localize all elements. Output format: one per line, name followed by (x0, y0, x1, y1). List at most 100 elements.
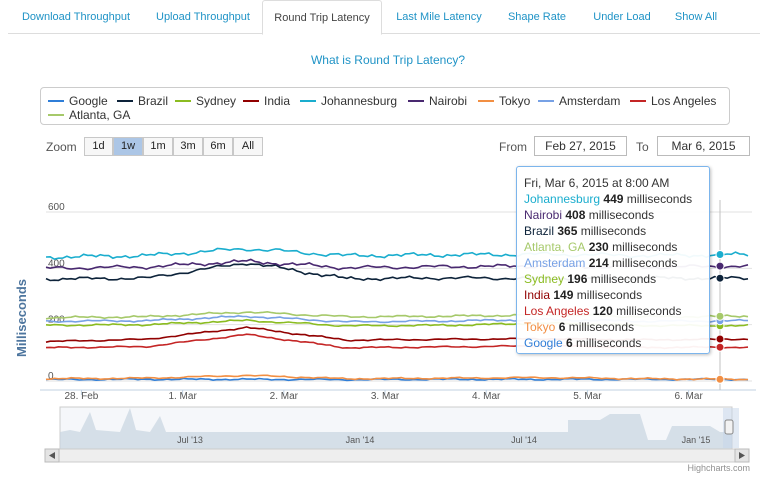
x-tick-label: 1. Mar (168, 391, 197, 402)
help-link[interactable]: What is Round Trip Latency? (310, 53, 466, 67)
tooltip-value: 149 (550, 288, 574, 302)
tooltip-unit: milliseconds (608, 240, 678, 254)
legend-label: Tokyo (499, 94, 531, 108)
legend-label: Google (69, 94, 108, 108)
tooltip-row: Los Angeles 120 milliseconds (524, 303, 709, 319)
tooltip-unit: milliseconds (565, 320, 635, 334)
legend-item-sydney[interactable]: Sydney (175, 94, 236, 108)
navigator-label: Jan '14 (346, 435, 375, 445)
legend-label: Johannesburg (321, 94, 398, 108)
tooltip-row: Brazil 365 milliseconds (524, 223, 709, 239)
navigator-label: Jul '13 (177, 435, 203, 445)
chart-legend: Google Brazil Sydney India Johannesburg … (40, 87, 730, 125)
legend-item-amsterdam[interactable]: Amsterdam (538, 94, 620, 108)
tab-last-mile-latency[interactable]: Last Mile Latency (396, 11, 482, 23)
tooltip-series-name: Amsterdam (524, 256, 586, 270)
navigator-label: Jan '15 (682, 435, 711, 445)
legend-swatch (300, 99, 316, 102)
x-tick-label: 6. Mar (674, 391, 703, 402)
navigator-series (60, 408, 732, 449)
zoom-1d-button[interactable]: 1d (84, 137, 113, 156)
tooltip-series-name: Atlanta, GA (524, 240, 586, 254)
zoom-3m-button[interactable]: 3m (173, 137, 203, 156)
y-tick-label: 400 (48, 258, 65, 269)
legend-swatch (408, 99, 424, 102)
credits-link[interactable]: Highcharts.com (687, 463, 750, 473)
zoom-label: Zoom (46, 140, 77, 154)
series-line-tokyo[interactable] (45, 374, 749, 381)
hover-marker (715, 311, 725, 321)
tooltip-unit: milliseconds (587, 272, 657, 286)
legend-item-india[interactable]: India (243, 94, 290, 108)
navigator-handle[interactable] (724, 419, 734, 435)
tab-show-all[interactable]: Show All (674, 11, 718, 23)
legend-swatch (630, 99, 646, 102)
tooltip-row: India 149 milliseconds (524, 287, 709, 303)
tooltip-series-name: Johannesburg (524, 192, 601, 206)
y-tick-label: 600 (48, 202, 65, 213)
tooltip-row: Johannesburg 449 milliseconds (524, 191, 709, 207)
hover-marker (715, 250, 725, 260)
y-tick-label: 200 (48, 315, 65, 326)
zoom-1m-button[interactable]: 1m (143, 137, 173, 156)
tooltip-value: 214 (585, 256, 609, 270)
tooltip-row: Atlanta, GA 230 milliseconds (524, 239, 709, 255)
tooltip-row: Nairobi 408 milliseconds (524, 207, 709, 223)
hover-marker (715, 261, 725, 271)
legend-swatch (175, 99, 191, 102)
legend-item-atlanta[interactable]: Atlanta, GA (48, 108, 130, 122)
tooltip-unit: milliseconds (623, 192, 693, 206)
x-tick-label: 28. Feb (64, 391, 98, 402)
hover-marker (715, 334, 725, 344)
legend-label: India (264, 94, 291, 108)
tab-shape-rate[interactable]: Shape Rate (507, 11, 567, 23)
legend-swatch (48, 99, 64, 102)
tab-download-throughput[interactable]: Download Throughput (21, 11, 131, 23)
tooltip-series-name: Brazil (524, 224, 555, 238)
hover-marker (715, 342, 725, 352)
tooltip-value: 196 (564, 272, 588, 286)
legend-item-nairobi[interactable]: Nairobi (408, 94, 467, 108)
zoom-1w-button[interactable]: 1w (113, 137, 143, 156)
legend-swatch (243, 99, 259, 102)
tooltip-unit: milliseconds (577, 224, 647, 238)
tooltip-series-name: India (524, 288, 551, 302)
tooltip-value: 365 (554, 224, 578, 238)
arrow-left-icon (49, 452, 55, 459)
chart-tooltip: Fri, Mar 6, 2015 at 8:00 AM Johannesburg… (516, 166, 710, 354)
legend-item-tokyo[interactable]: Tokyo (478, 94, 530, 108)
y-tick-label: 0 (48, 371, 54, 382)
legend-label: Nairobi (429, 94, 468, 108)
zoom-6m-button[interactable]: 6m (203, 137, 233, 156)
legend-label: Brazil (138, 94, 169, 108)
tooltip-value: 6 (555, 320, 566, 334)
from-date-input[interactable]: Feb 27, 2015 (534, 136, 627, 156)
tab-upload-throughput[interactable]: Upload Throughput (156, 11, 250, 23)
legend-label: Amsterdam (559, 94, 621, 108)
legend-item-brazil[interactable]: Brazil (117, 94, 168, 108)
legend-item-los-angeles[interactable]: Los Angeles (630, 94, 716, 108)
tooltip-row: Amsterdam 214 milliseconds (524, 255, 709, 271)
legend-swatch (538, 99, 554, 102)
zoom-all-button[interactable]: All (233, 137, 263, 156)
hover-marker (715, 273, 725, 283)
navigator-label: Jul '14 (511, 435, 537, 445)
tooltip-series-name: Tokyo (524, 320, 556, 334)
to-date-input[interactable]: Mar 6, 2015 (657, 136, 750, 156)
from-label: From (499, 140, 527, 154)
tooltip-row: Sydney 196 milliseconds (524, 271, 709, 287)
tooltip-header: Fri, Mar 6, 2015 at 8:00 AM (524, 176, 670, 190)
tooltip-unit: milliseconds (612, 304, 682, 318)
tooltip-unit: milliseconds (573, 288, 643, 302)
x-tick-label: 5. Mar (573, 391, 602, 402)
to-label: To (636, 140, 649, 154)
tooltip-row: Google 6 milliseconds (524, 335, 709, 351)
legend-item-johannesburg[interactable]: Johannesburg (300, 94, 397, 108)
hover-marker (715, 374, 725, 384)
tab-under-load[interactable]: Under Load (593, 11, 651, 23)
tooltip-rows: Johannesburg 449 milliseconds Nairobi 408… (524, 191, 709, 351)
legend-item-google[interactable]: Google (48, 94, 108, 108)
tab-round-trip-latency[interactable]: Round Trip Latency (262, 0, 382, 35)
navigator-scrollbar[interactable] (44, 448, 750, 463)
